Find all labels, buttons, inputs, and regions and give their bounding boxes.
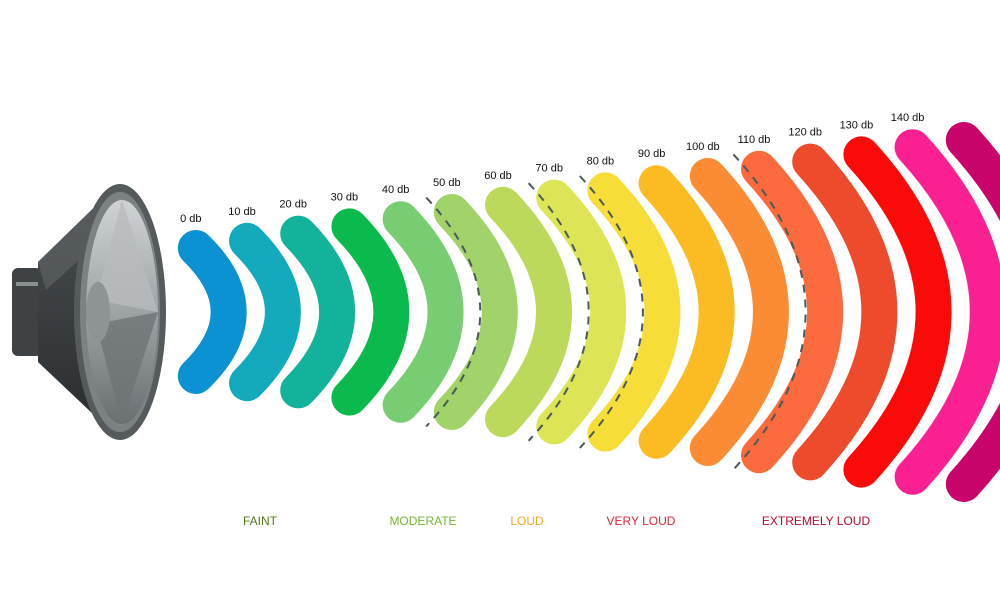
db-label-7: 70 db (535, 163, 563, 175)
sound-arc-8 (587, 172, 681, 452)
speaker-cone-shadow (96, 312, 158, 424)
sound-arc-2 (280, 215, 355, 409)
db-label-1: 10 db (228, 206, 256, 218)
sound-wave-arcs (177, 122, 1000, 502)
sound-arc-4 (382, 201, 464, 423)
speaker-cone-highlight (96, 200, 158, 312)
sound-arc-14 (894, 129, 1000, 495)
db-label-12: 120 db (788, 127, 822, 139)
speaker-magnet-highlight (16, 282, 40, 286)
db-label-10: 100 db (686, 141, 720, 153)
sound-arc-6 (485, 186, 572, 438)
category-label-extremely-loud: EXTREMELY LOUD (762, 514, 871, 528)
sound-arc-0 (177, 230, 247, 394)
sound-arc-7 (536, 179, 627, 445)
sound-arc-10 (689, 158, 789, 466)
sound-arc-5 (433, 194, 518, 430)
db-label-13: 130 db (840, 119, 874, 131)
db-labels: 0 db 10 db 20 db 30 db 40 db 50 db 60 db 70 db 8… (180, 112, 924, 225)
category-label-faint: FAINT (243, 514, 278, 528)
category-label-loud: LOUD (510, 514, 544, 528)
sound-arc-9 (638, 165, 735, 459)
category-divider-2 (579, 175, 644, 449)
db-label-3: 30 db (331, 191, 359, 203)
db-label-5: 50 db (433, 177, 461, 189)
category-divider-0 (425, 196, 482, 428)
category-label-moderate: MODERATE (389, 514, 456, 528)
speaker-dust-cap (86, 282, 110, 342)
sound-arc-3 (331, 208, 410, 416)
db-label-9: 90 db (638, 148, 666, 160)
category-label-very-loud: VERY LOUD (607, 514, 676, 528)
category-dividers (425, 153, 807, 471)
sound-arc-12 (792, 143, 898, 481)
sound-arc-13 (843, 136, 952, 488)
db-label-14: 140 db (891, 112, 925, 124)
category-divider-3 (732, 153, 807, 471)
db-label-6: 60 db (484, 170, 512, 182)
db-label-8: 80 db (587, 155, 615, 167)
speaker-icon (12, 184, 166, 440)
db-label-11: 110 db (738, 134, 771, 146)
sound-arc-1 (229, 222, 301, 402)
db-label-2: 20 db (279, 199, 307, 211)
db-label-4: 40 db (382, 184, 410, 196)
speaker-magnet (12, 268, 42, 356)
db-label-0: 0 db (180, 213, 201, 225)
sound-arc-11 (741, 150, 843, 474)
